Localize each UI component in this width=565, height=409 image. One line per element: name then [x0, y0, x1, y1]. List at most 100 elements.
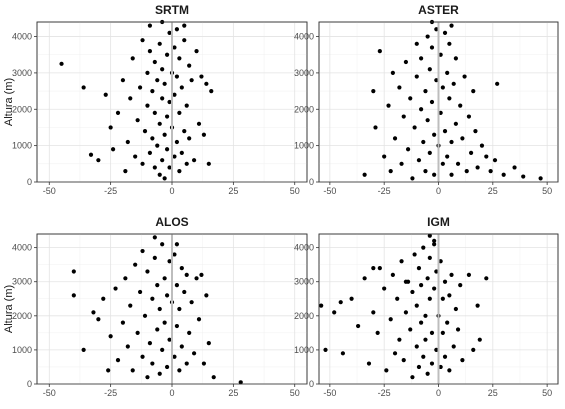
data-point: [125, 139, 130, 145]
data-point: [323, 347, 328, 353]
data-point: [423, 168, 428, 174]
data-point: [390, 70, 395, 76]
data-point: [199, 272, 204, 278]
data-point: [410, 176, 415, 181]
data-point: [187, 63, 192, 68]
data-point: [140, 38, 145, 43]
y-tick-label: 2000: [12, 311, 32, 321]
data-point: [475, 165, 480, 170]
data-point: [427, 150, 432, 156]
data-point: [140, 161, 145, 166]
data-point: [140, 354, 145, 359]
panel-title: SRTM: [155, 3, 189, 17]
y-tick-label: 3000: [12, 68, 32, 78]
data-point: [133, 262, 138, 267]
data-point: [401, 114, 406, 119]
data-point: [434, 347, 439, 353]
data-point: [59, 61, 64, 66]
data-point: [147, 48, 153, 54]
data-point: [371, 265, 376, 271]
data-point: [196, 121, 202, 126]
data-point: [182, 38, 187, 43]
data-point: [182, 23, 187, 28]
y-tick-label: 1000: [294, 141, 314, 151]
data-point: [160, 96, 165, 101]
data-point: [177, 168, 182, 174]
data-point: [451, 81, 456, 86]
x-tick-label: 50: [542, 186, 552, 196]
data-point: [162, 81, 167, 86]
data-point: [155, 78, 160, 83]
data-point: [377, 265, 382, 271]
data-point: [421, 354, 426, 359]
x-tick-label: 25: [228, 388, 238, 398]
data-point: [174, 139, 180, 145]
data-point: [434, 78, 439, 83]
data-point: [162, 320, 167, 325]
data-point: [397, 337, 402, 342]
data-point: [405, 147, 411, 152]
data-point: [108, 334, 113, 339]
data-point: [128, 96, 133, 101]
data-point: [177, 368, 182, 373]
x-tick-label: 0: [436, 186, 441, 196]
data-point: [388, 168, 393, 174]
data-point: [113, 286, 118, 291]
data-point: [120, 78, 126, 83]
data-point: [128, 303, 133, 308]
data-point: [427, 67, 432, 72]
data-point: [182, 289, 187, 295]
data-point: [382, 154, 387, 159]
data-point: [110, 147, 116, 152]
data-point: [440, 296, 445, 301]
data-point: [172, 92, 177, 97]
x-tick-label: 0: [436, 388, 441, 398]
data-point: [155, 283, 160, 288]
data-point: [96, 317, 101, 322]
data-point: [172, 154, 177, 159]
data-point: [167, 337, 172, 342]
data-point: [429, 361, 435, 366]
data-point: [123, 168, 128, 174]
data-point: [356, 323, 361, 329]
data-point: [160, 67, 165, 72]
data-point: [442, 354, 448, 359]
data-point: [130, 368, 135, 373]
data-point: [140, 248, 145, 254]
data-point: [145, 70, 150, 76]
data-point: [438, 52, 443, 57]
data-point: [447, 293, 452, 298]
data-point: [445, 320, 450, 325]
data-point: [238, 380, 243, 385]
data-point: [362, 276, 367, 281]
data-point: [164, 364, 170, 370]
data-point: [189, 300, 194, 305]
data-point: [484, 154, 489, 159]
data-point: [184, 161, 189, 166]
y-tick-label: 1000: [12, 141, 32, 151]
data-point: [145, 375, 150, 380]
data-point: [434, 27, 439, 32]
data-point: [423, 313, 428, 318]
data-point: [157, 121, 162, 126]
panel-title: ALOS: [155, 215, 188, 229]
data-point: [157, 306, 162, 312]
data-point: [319, 303, 324, 308]
data-point: [434, 269, 439, 274]
data-point: [177, 306, 182, 312]
data-point: [453, 56, 458, 61]
data-point: [172, 354, 177, 359]
data-point: [477, 337, 482, 342]
data-point: [512, 165, 517, 170]
data-point: [340, 351, 345, 356]
data-point: [167, 99, 172, 105]
data-point: [174, 323, 180, 329]
data-point: [179, 150, 184, 156]
data-point: [438, 259, 443, 264]
x-tick-label: -25: [378, 388, 391, 398]
data-point: [201, 132, 207, 137]
data-point: [473, 128, 478, 134]
data-point: [172, 252, 177, 257]
data-point: [438, 364, 443, 370]
